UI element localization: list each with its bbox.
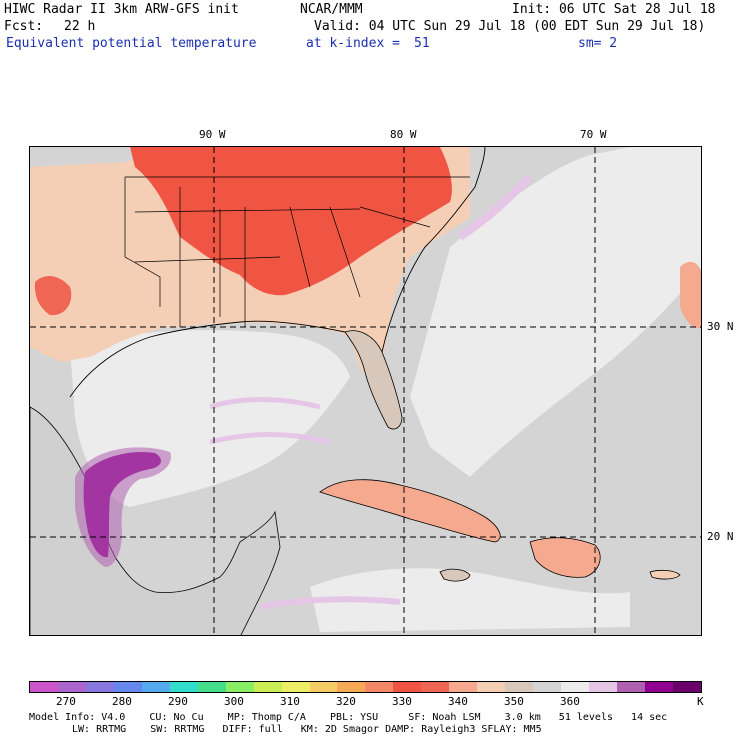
map-panel[interactable] (29, 146, 702, 636)
us-atlantic-coastline (381, 147, 486, 353)
plot-title: HIWC Radar II 3km ARW-GFS init (4, 2, 239, 17)
colorbar-swatch (253, 682, 282, 692)
lon-label-70w: 70 W (580, 128, 607, 141)
colorbar-swatch (421, 682, 450, 692)
lilac-filament-1 (209, 397, 321, 410)
valid-time: Valid: 04 UTC Sun 29 Jul 18 (00 EDT Sun … (314, 19, 706, 34)
us-gulf-coastline (69, 320, 346, 398)
map-canvas (30, 147, 701, 635)
forecast-hour: 22 h (64, 19, 96, 34)
colorbar-tick-330: 330 (392, 695, 412, 708)
colorbar-swatch (309, 682, 338, 692)
colorbar-tick-360: 360 (560, 695, 580, 708)
colorbar (29, 681, 702, 693)
forecast-label: Fcst: (4, 19, 44, 34)
hispaniola-island (529, 537, 601, 578)
lilac-filament-3 (259, 596, 401, 610)
lilac-filament-2 (209, 432, 331, 445)
colorbar-swatch (57, 682, 86, 692)
colorbar-swatch (113, 682, 142, 692)
colorbar-tick-340: 340 (448, 695, 468, 708)
colorbar-swatch (533, 682, 562, 692)
colorbar-swatch (449, 682, 478, 692)
model-info-line2: LW: RRTMG SW: RRTMG DIFF: full KM: 2D Sm… (72, 724, 542, 735)
organization: NCAR/MMM (300, 2, 363, 17)
gulf-purple-halo (75, 447, 171, 567)
colorbar-tick-280: 280 (112, 695, 132, 708)
colorbar-swatch (225, 682, 254, 692)
colorbar-swatch (281, 682, 310, 692)
lat-label-20n: 20 N (707, 530, 734, 543)
florida-peninsula (344, 330, 403, 430)
colorbar-swatch (365, 682, 394, 692)
atlantic-light-region (410, 147, 701, 477)
lon-label-80w: 80 W (390, 128, 417, 141)
colorbar-tick-290: 290 (168, 695, 188, 708)
lat-label-30n: 30 N (707, 320, 734, 333)
colorbar-unit: K (697, 695, 704, 708)
colorbar-swatch (141, 682, 170, 692)
colorbar-swatch (197, 682, 226, 692)
colorbar-tick-270: 270 (56, 695, 76, 708)
jamaica-island (439, 568, 471, 582)
smoothing: sm= 2 (578, 36, 618, 51)
colorbar-tick-310: 310 (280, 695, 300, 708)
cuba-island (319, 479, 501, 543)
level-value: 51 (414, 36, 430, 51)
southeast-hot-region (130, 147, 452, 296)
caribbean-light-region (310, 568, 630, 632)
colorbar-swatch (337, 682, 366, 692)
colorbar-swatch (561, 682, 590, 692)
colorbar-swatch (393, 682, 422, 692)
init-time: Init: 06 UTC Sat 28 Jul 18 (512, 2, 716, 17)
colorbar-swatch (477, 682, 506, 692)
colorbar-tick-300: 300 (224, 695, 244, 708)
colorbar-swatch (672, 682, 701, 692)
colorbar-swatch (169, 682, 198, 692)
east-warm-spot (680, 261, 701, 329)
colorbar-swatch (644, 682, 673, 692)
colorbar-swatch (617, 682, 645, 692)
lon-label-90w: 90 W (199, 128, 226, 141)
model-info-line1: Model Info: V4.0 CU: No Cu MP: Thomp C/A… (29, 712, 668, 723)
lilac-atlantic-streak (457, 174, 533, 241)
puerto-rico-island (649, 569, 681, 580)
colorbar-tick-320: 320 (336, 695, 356, 708)
colorbar-swatch (589, 682, 618, 692)
field-name: Equivalent potential temperature (6, 36, 257, 51)
colorbar-swatch (30, 682, 58, 692)
texas-hot-spot (34, 275, 72, 316)
graticule (30, 147, 701, 635)
colorbar-swatch (85, 682, 114, 692)
state-boundaries (124, 176, 470, 327)
colorbar-tick-350: 350 (504, 695, 524, 708)
colorbar-swatch (505, 682, 534, 692)
level-label: at k-index = (306, 36, 400, 51)
